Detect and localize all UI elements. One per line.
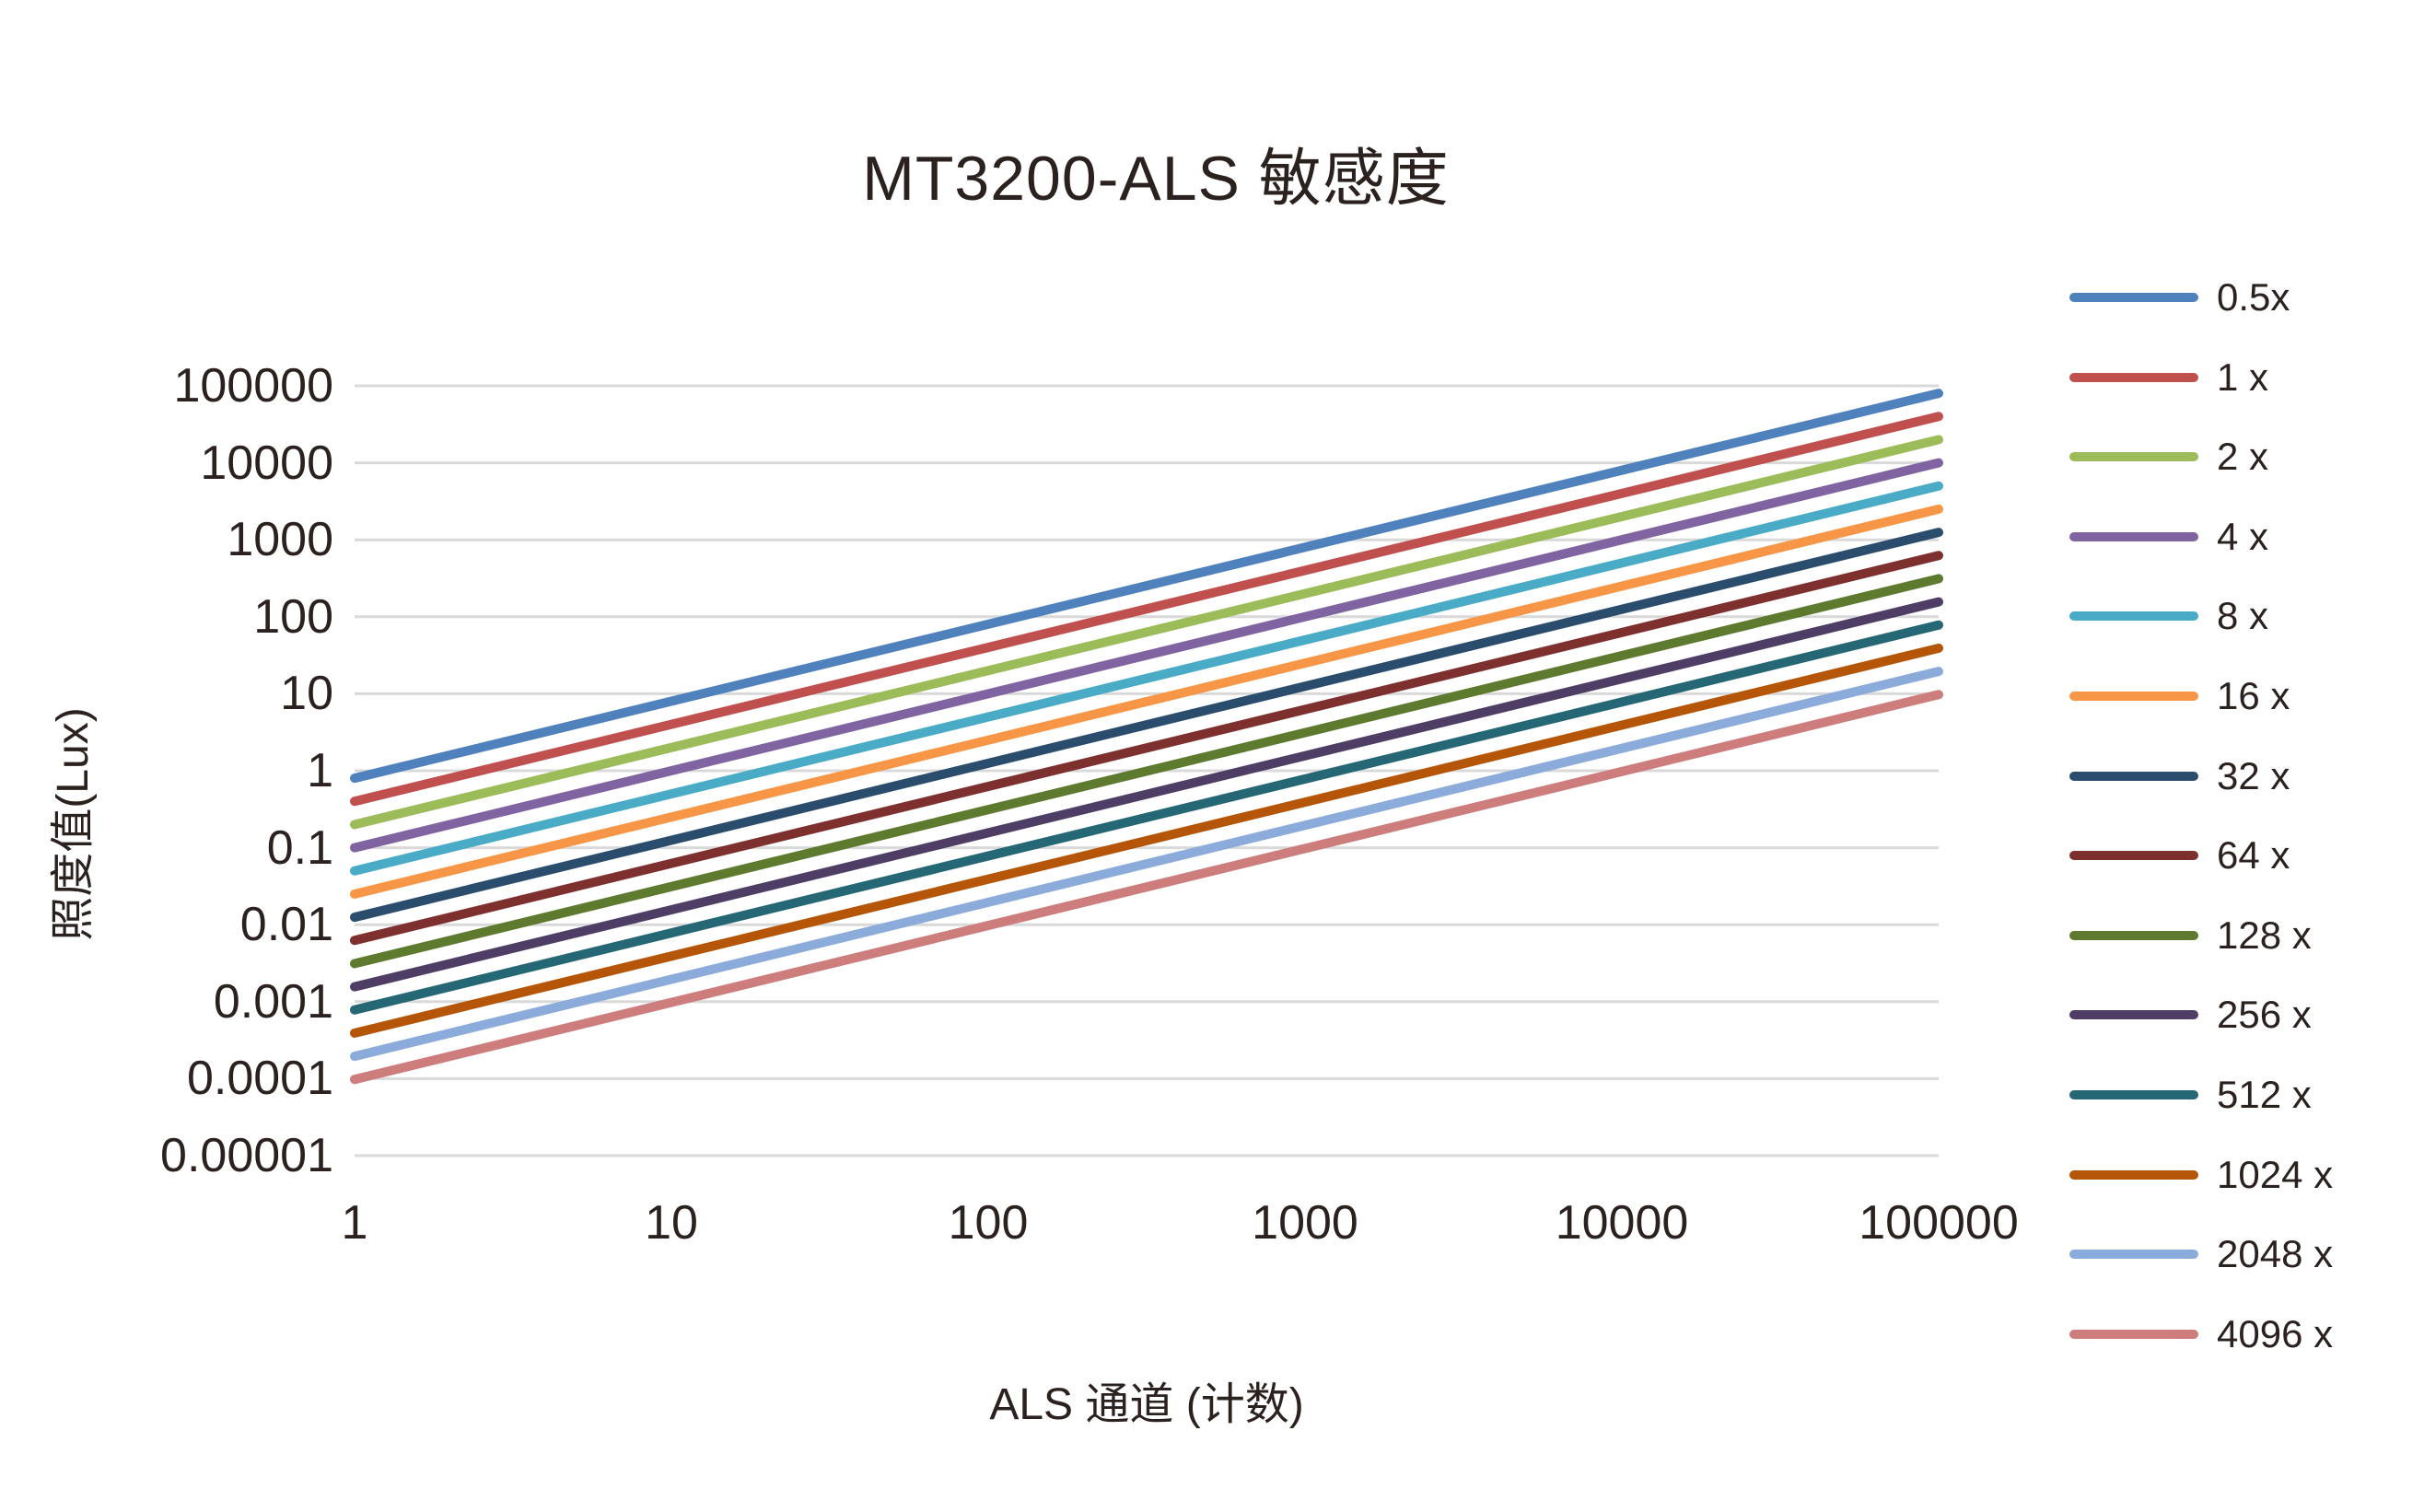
legend-item: 128 x: [2069, 913, 2312, 957]
y-tick-label: 10: [280, 667, 333, 721]
series-line-128x: [350, 574, 1943, 969]
chart-title: MT3200-ALS 敏感度: [862, 144, 1450, 214]
series-line-256x: [350, 597, 1943, 992]
legend-swatch: [2069, 293, 2198, 302]
legend-swatch: [2069, 771, 2198, 781]
legend-item: 16 x: [2069, 677, 2290, 715]
legend-swatch: [2069, 1329, 2198, 1339]
series-line-1024x: [350, 643, 1943, 1038]
legend-item: 8 x: [2069, 597, 2268, 635]
legend-swatch: [2069, 1010, 2198, 1020]
legend-swatch: [2069, 851, 2198, 861]
series-line-0.5x: [350, 389, 1943, 784]
x-tick-label: 100: [948, 1196, 1029, 1250]
legend-swatch: [2069, 692, 2198, 701]
x-tick-label: 10: [645, 1196, 698, 1250]
series-line-512x: [350, 620, 1943, 1015]
series-line-32x: [350, 528, 1943, 923]
legend-label: 64 x: [2217, 833, 2290, 878]
legend-item: 4096 x: [2069, 1311, 2334, 1355]
series-line-2x: [350, 435, 1943, 830]
legend-label: 1 x: [2217, 355, 2269, 399]
legend-item: 2 x: [2069, 437, 2268, 476]
x-tick-label: 1000: [1252, 1196, 1358, 1250]
legend-item: 32 x: [2069, 753, 2290, 797]
x-tick-label: 10000: [1555, 1196, 1689, 1250]
legend-label: 512 x: [2217, 1073, 2312, 1116]
legend-swatch: [2069, 611, 2198, 622]
legend-label: 2 x: [2217, 435, 2269, 479]
series-line-2048x: [350, 667, 1943, 1062]
legend-item: 256 x: [2069, 995, 2312, 1034]
legend-swatch: [2069, 930, 2198, 940]
series-line-4096x: [350, 690, 1943, 1085]
y-tick-label: 0.001: [213, 974, 333, 1029]
legend-label: 32 x: [2217, 753, 2290, 797]
series-line-64x: [350, 551, 1943, 946]
legend-label: 128 x: [2217, 913, 2312, 957]
x-tick-label: 1: [341, 1196, 368, 1250]
series-line-8x: [350, 481, 1943, 876]
legend-item: 1 x: [2069, 355, 2269, 399]
series-line-4x: [350, 458, 1943, 853]
legend-item: 4 x: [2069, 514, 2269, 558]
legend-item: 0.5x: [2069, 278, 2290, 317]
legend-label: 1024 x: [2217, 1152, 2334, 1196]
series-line-1x: [350, 412, 1943, 807]
legend-label: 0.5x: [2217, 275, 2290, 319]
y-tick-label: 0.1: [266, 820, 333, 875]
legend-item: 2048 x: [2069, 1235, 2333, 1274]
legend-item: 64 x: [2069, 836, 2290, 875]
y-tick-label: 100: [253, 589, 333, 644]
y-tick-label: 10000: [200, 436, 333, 490]
legend-swatch: [2069, 452, 2198, 462]
legend-label: 2048 x: [2217, 1232, 2334, 1276]
legend-item: 1024 x: [2069, 1152, 2334, 1196]
y-tick-label: 0.01: [239, 898, 333, 952]
y-tick-label: 0.00001: [160, 1129, 333, 1182]
legend-swatch: [2069, 1250, 2198, 1260]
legend-label: 8 x: [2217, 594, 2269, 638]
series-line-16x: [350, 504, 1943, 899]
x-tick-label: 100000: [1859, 1196, 2019, 1250]
y-tick-label: 1000: [227, 513, 333, 567]
legend-item: 512 x: [2069, 1076, 2312, 1114]
legend-swatch: [2069, 531, 2198, 541]
legend-swatch: [2069, 1169, 2198, 1180]
legend-label: 4 x: [2217, 514, 2269, 558]
y-tick-label: 0.0001: [186, 1052, 333, 1106]
legend-swatch: [2069, 1090, 2198, 1099]
legend-label: 16 x: [2217, 674, 2290, 717]
y-tick-label: 100000: [173, 359, 333, 413]
legend-label: 256 x: [2217, 993, 2312, 1037]
x-axis-title: ALS 通道 (计数): [989, 1380, 1304, 1429]
y-tick-label: 1: [307, 744, 333, 797]
legend-swatch: [2069, 372, 2198, 382]
legend-label: 4096 x: [2217, 1311, 2334, 1355]
